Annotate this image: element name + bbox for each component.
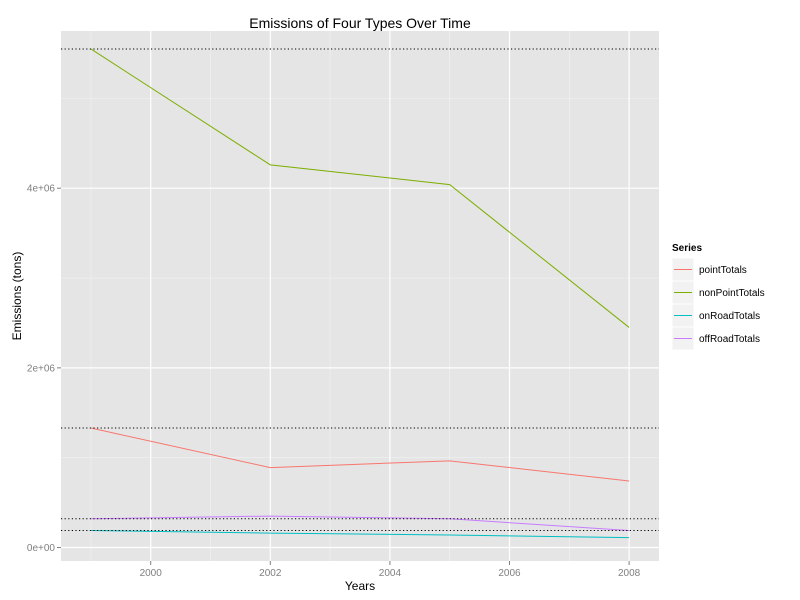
y-axis-title: Emissions (tons) <box>10 252 24 341</box>
x-tick-label: 2000 <box>140 568 163 579</box>
legend-label: pointTotals <box>699 265 747 276</box>
x-tick-label: 2008 <box>618 568 641 579</box>
y-tick-label: 0e+00 <box>27 543 56 554</box>
series-line-onRoadTotals <box>90 529 630 539</box>
plot-panel <box>61 31 659 561</box>
reference-lines <box>61 48 659 531</box>
y-axis-ticks: 0e+00 2e+06 4e+06 <box>27 184 61 554</box>
series-line-pointTotals <box>90 427 630 482</box>
series-line-nonPointTotals <box>90 48 630 328</box>
legend-items: pointTotals nonPointTotals onRoadTotals off… <box>671 257 765 351</box>
x-axis-title: Years <box>345 579 375 593</box>
x-tick-label: 2002 <box>259 568 282 579</box>
legend-label: nonPointTotals <box>699 288 765 299</box>
series-lines <box>90 48 630 539</box>
legend-label: offRoadTotals <box>699 334 760 345</box>
x-axis-ticks: 2000 2002 2004 2006 2008 <box>140 561 641 579</box>
legend: Series pointTotals nonPointTotals onRoadTo… <box>671 243 765 351</box>
x-tick-label: 2006 <box>498 568 521 579</box>
major-grid <box>61 31 659 561</box>
chart-title: Emissions of Four Types Over Time <box>249 15 471 31</box>
y-tick-label: 2e+06 <box>27 363 56 374</box>
series-line-offRoadTotals <box>90 515 630 531</box>
minor-grid <box>61 31 659 561</box>
legend-label: onRoadTotals <box>699 311 760 322</box>
y-tick-label: 4e+06 <box>27 184 56 195</box>
legend-title: Series <box>672 243 702 254</box>
x-tick-label: 2004 <box>379 568 402 579</box>
